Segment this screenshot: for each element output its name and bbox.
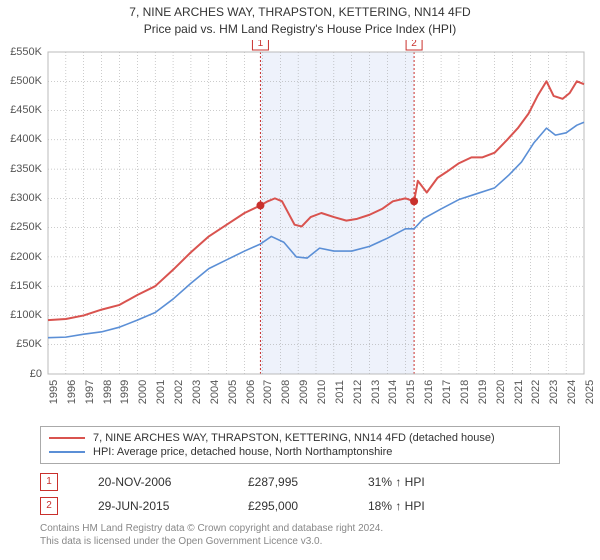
legend-label: HPI: Average price, detached house, Nort…	[93, 446, 392, 458]
x-tick-label: 2001	[155, 379, 167, 403]
x-tick-label: 2014	[387, 379, 399, 403]
x-tick-label: 2017	[441, 379, 453, 403]
x-tick-label: 2018	[459, 379, 471, 403]
x-tick-label: 2023	[548, 379, 560, 403]
x-tick-label: 2007	[262, 379, 274, 403]
marker-table: 1 20-NOV-2006 £287,995 31% ↑ HPI 2 29-JU…	[40, 470, 560, 518]
legend-label: 7, NINE ARCHES WAY, THRAPSTON, KETTERING…	[93, 432, 495, 444]
y-tick-label: £250K	[2, 221, 42, 233]
chart-title: 7, NINE ARCHES WAY, THRAPSTON, KETTERING…	[0, 0, 600, 40]
x-tick-label: 1995	[48, 379, 60, 403]
x-tick-label: 2005	[227, 379, 239, 403]
svg-text:1: 1	[258, 40, 264, 49]
chart-svg: 12	[0, 40, 600, 420]
x-tick-label: 2012	[352, 379, 364, 403]
y-axis-labels: £0 £50K £100K £150K £200K £250K £300K £350K £400…	[0, 40, 42, 420]
x-tick-label: 2016	[423, 379, 435, 403]
y-tick-label: £450K	[2, 104, 42, 116]
y-tick-label: £300K	[2, 192, 42, 204]
x-tick-label: 2020	[495, 379, 507, 403]
x-tick-label: 2010	[316, 379, 328, 403]
marker-date: 29-JUN-2015	[98, 499, 208, 513]
attribution-line: Contains HM Land Registry data © Crown c…	[40, 522, 560, 535]
attribution-line: This data is licensed under the Open Gov…	[40, 535, 560, 548]
chart-area: 12 £0£50K£100K£150K£200K£250K£300K£350K£…	[0, 40, 600, 420]
x-tick-label: 2009	[298, 379, 310, 403]
x-axis-labels: 1995199619971998199920002001200220032004…	[0, 392, 600, 432]
y-tick-label: £100K	[2, 309, 42, 321]
x-tick-label: 2025	[584, 379, 596, 403]
marker-price: £295,000	[248, 499, 328, 513]
x-tick-label: 2006	[245, 379, 257, 403]
x-tick-label: 1997	[84, 379, 96, 403]
title-line-2: Price paid vs. HM Land Registry's House …	[0, 21, 600, 38]
legend-row: HPI: Average price, detached house, Nort…	[49, 445, 551, 459]
x-tick-label: 2004	[209, 379, 221, 403]
y-tick-label: £350K	[2, 163, 42, 175]
svg-text:2: 2	[411, 40, 417, 49]
marker-date: 20-NOV-2006	[98, 475, 208, 489]
y-tick-label: £150K	[2, 280, 42, 292]
attribution: Contains HM Land Registry data © Crown c…	[40, 522, 560, 548]
x-tick-label: 2022	[530, 379, 542, 403]
x-tick-label: 1996	[66, 379, 78, 403]
legend-swatch	[49, 437, 85, 439]
x-tick-label: 2008	[280, 379, 292, 403]
legend-swatch	[49, 451, 85, 453]
x-tick-label: 1998	[102, 379, 114, 403]
x-tick-label: 1999	[119, 379, 131, 403]
marker-badge: 2	[40, 497, 58, 515]
marker-price: £287,995	[248, 475, 328, 489]
x-tick-label: 2002	[173, 379, 185, 403]
x-tick-label: 2011	[334, 380, 346, 404]
x-tick-label: 2015	[405, 379, 417, 403]
marker-delta: 18% ↑ HPI	[368, 499, 425, 513]
y-tick-label: £400K	[2, 133, 42, 145]
x-tick-label: 2013	[370, 379, 382, 403]
x-tick-label: 2000	[137, 379, 149, 403]
y-tick-label: £200K	[2, 251, 42, 263]
marker-number: 2	[46, 500, 52, 511]
x-tick-label: 2024	[566, 379, 578, 403]
title-line-1: 7, NINE ARCHES WAY, THRAPSTON, KETTERING…	[0, 4, 600, 21]
x-tick-label: 2003	[191, 379, 203, 403]
y-tick-label: £50K	[2, 338, 42, 350]
y-tick-label: £500K	[2, 75, 42, 87]
x-tick-label: 2019	[477, 379, 489, 403]
legend-row: 7, NINE ARCHES WAY, THRAPSTON, KETTERING…	[49, 431, 551, 445]
page-root: 7, NINE ARCHES WAY, THRAPSTON, KETTERING…	[0, 0, 600, 548]
marker-row: 1 20-NOV-2006 £287,995 31% ↑ HPI	[40, 470, 560, 494]
marker-badge: 1	[40, 473, 58, 491]
x-tick-label: 2021	[513, 379, 525, 403]
marker-row: 2 29-JUN-2015 £295,000 18% ↑ HPI	[40, 494, 560, 518]
y-tick-label: £550K	[2, 46, 42, 58]
marker-number: 1	[46, 476, 52, 487]
y-tick-label: £0	[2, 368, 42, 380]
marker-delta: 31% ↑ HPI	[368, 475, 425, 489]
